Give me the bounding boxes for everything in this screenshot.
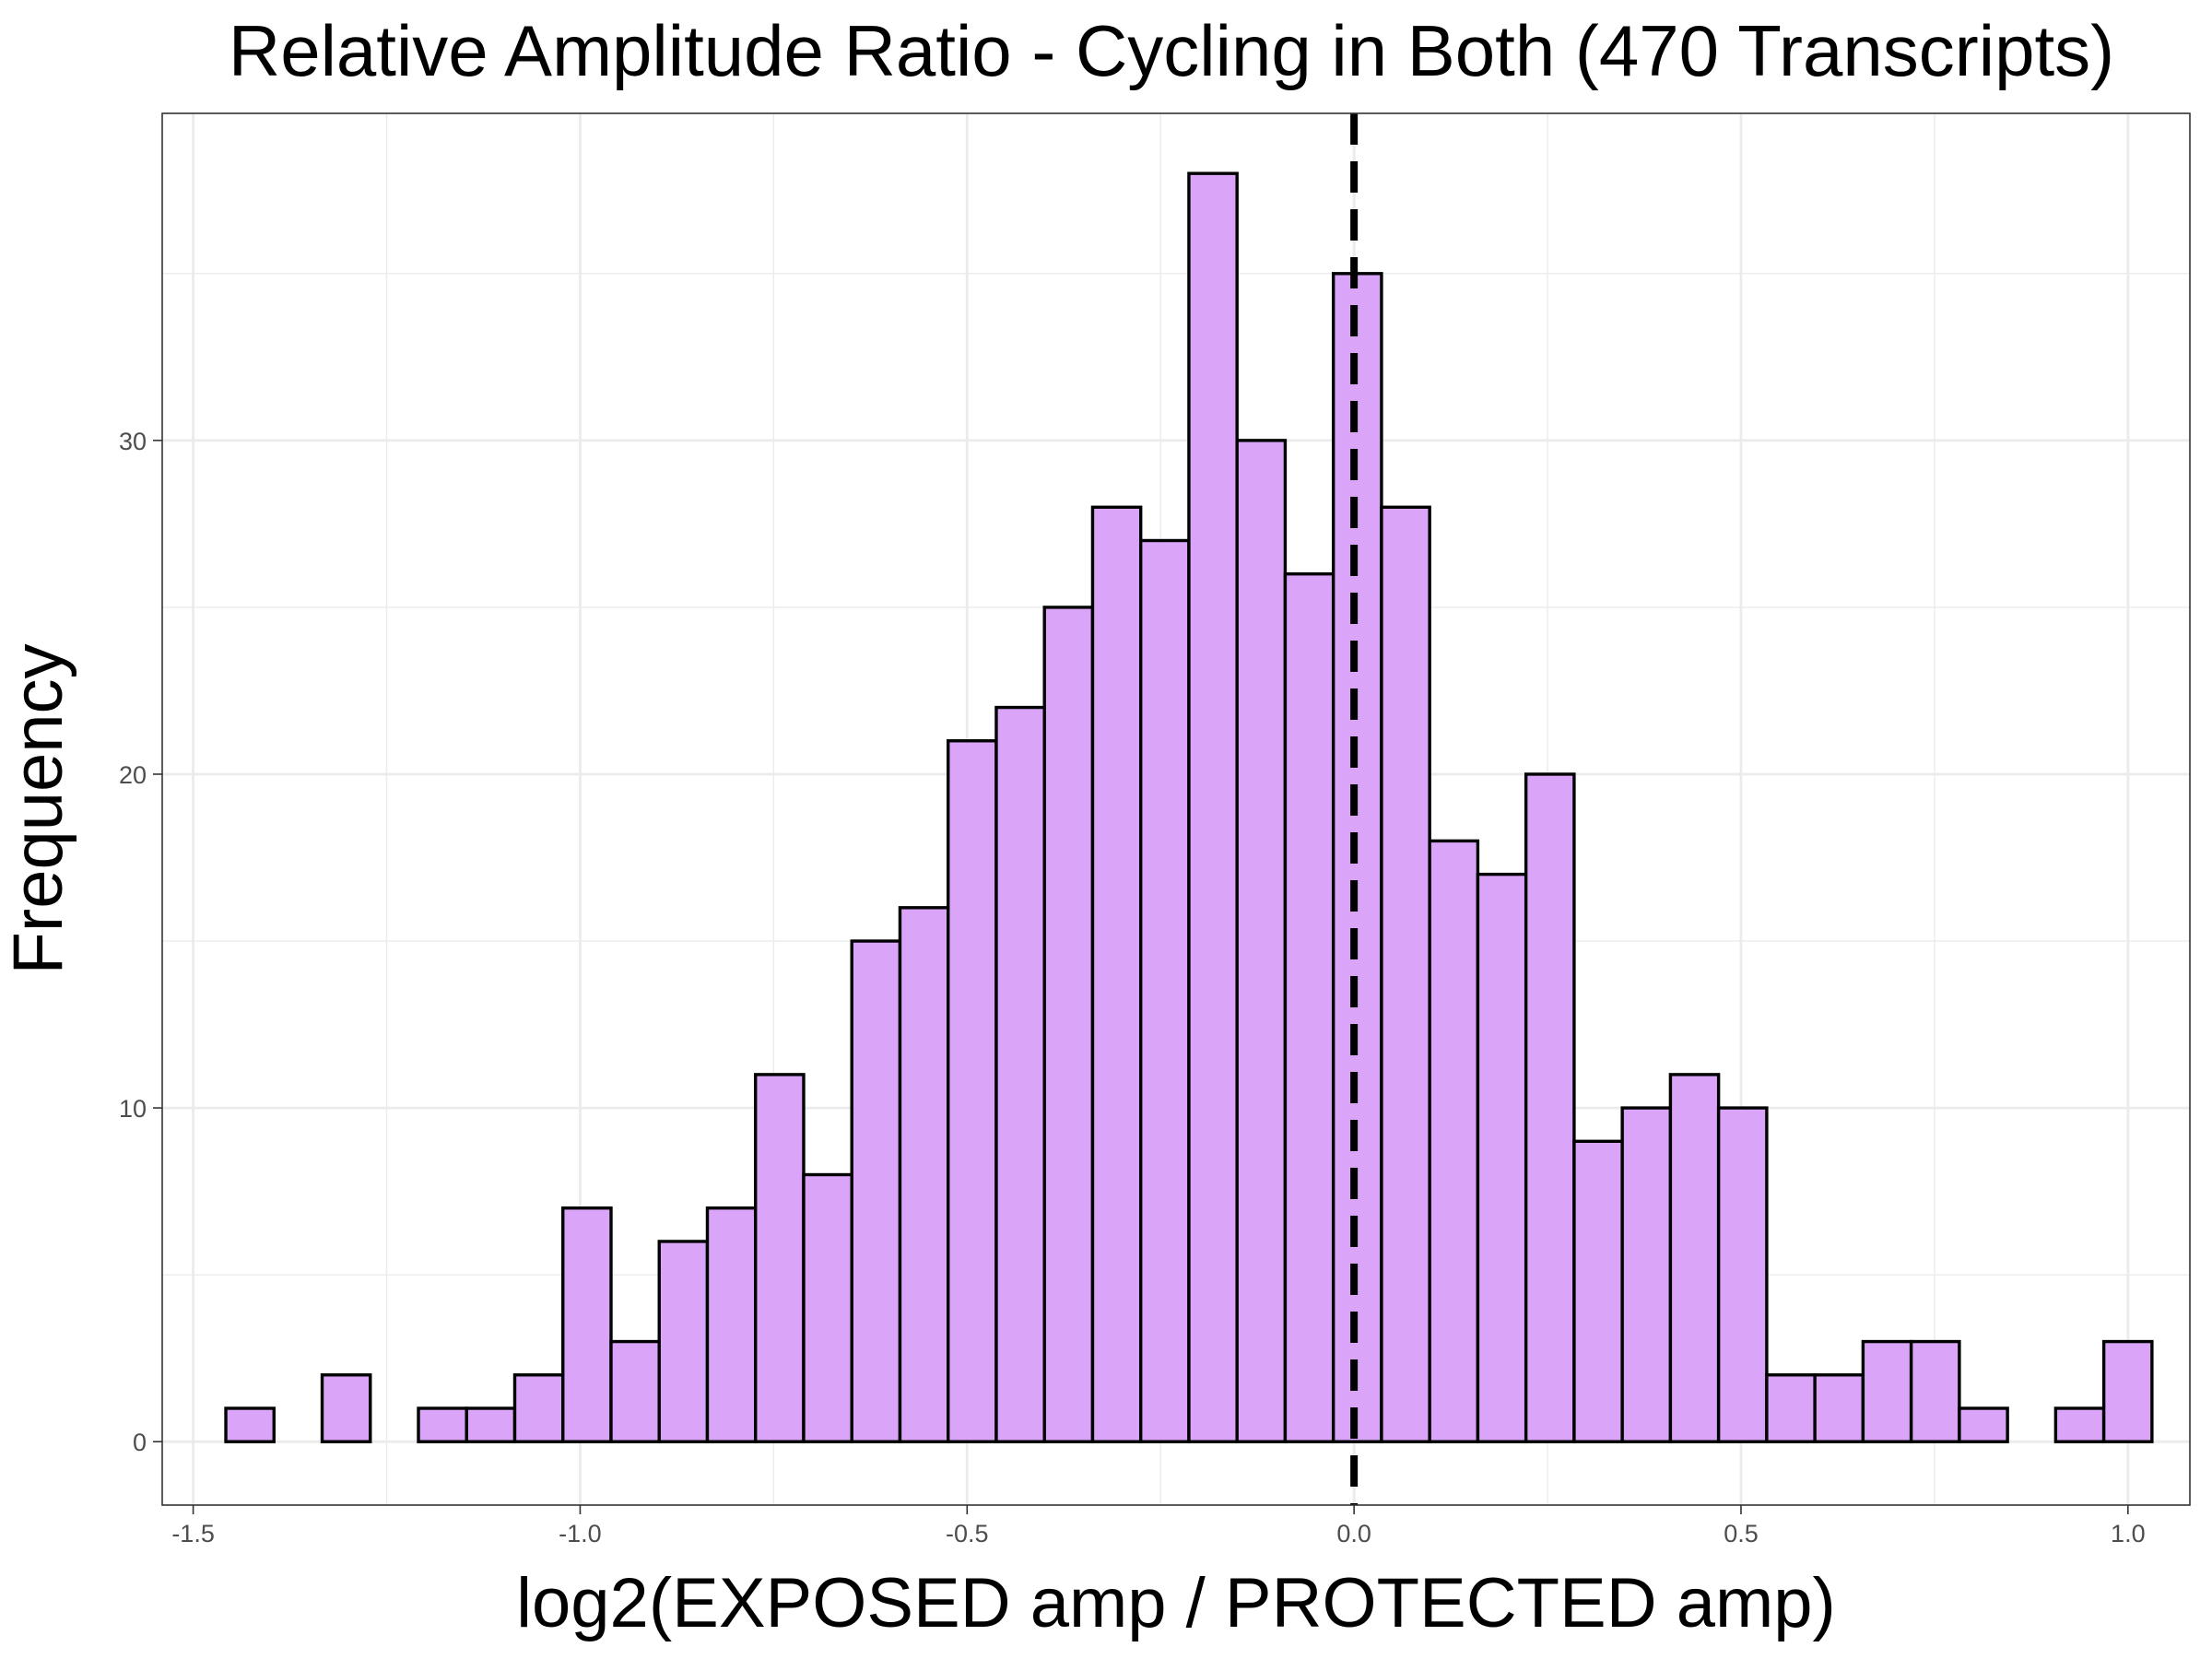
- histogram-bar: [1428, 839, 1480, 1443]
- y-tick-label: 10: [119, 1095, 147, 1123]
- x-tick-label: -1.0: [559, 1520, 602, 1547]
- histogram-bar: [1042, 606, 1095, 1443]
- x-axis: -1.5 -1.0 -0.5 0.0 0.5 1.0: [171, 1505, 2146, 1547]
- histogram-bar: [1668, 1073, 1721, 1443]
- histogram-bar: [465, 1406, 517, 1443]
- histogram-bar: [1090, 505, 1143, 1443]
- histogram-bar: [1283, 572, 1335, 1443]
- y-tick-label: 0: [133, 1429, 147, 1456]
- histogram-bar: [850, 939, 902, 1443]
- histogram-bar: [1716, 1106, 1769, 1443]
- histogram-bar: [417, 1406, 468, 1443]
- histogram-bars: [224, 171, 2154, 1443]
- histogram-bar: [1958, 1406, 2009, 1443]
- y-axis-title: Frequency: [0, 643, 77, 974]
- histogram-bar: [705, 1206, 758, 1443]
- histogram-bar: [320, 1373, 372, 1443]
- x-tick-label: -0.5: [946, 1520, 989, 1547]
- chart-title: Relative Amplitude Ratio - Cycling in Bo…: [229, 10, 2114, 91]
- histogram-bar: [2101, 1339, 2154, 1443]
- x-tick-label: 0.0: [1336, 1520, 1371, 1547]
- histogram-bar: [1813, 1373, 1865, 1443]
- histogram-bar: [1909, 1339, 1961, 1443]
- x-tick-label: -1.5: [171, 1520, 215, 1547]
- histogram-bar: [1138, 538, 1191, 1443]
- histogram-bar: [657, 1240, 710, 1443]
- histogram-bar: [1861, 1339, 1913, 1443]
- histogram-bar: [609, 1339, 661, 1443]
- histogram-bar: [1524, 772, 1576, 1443]
- histogram-bar: [1620, 1106, 1673, 1443]
- histogram-bar: [224, 1406, 276, 1443]
- x-axis-title: log2(EXPOSED amp / PROTECTED amp): [516, 1564, 1836, 1642]
- histogram-bar: [561, 1206, 613, 1443]
- histogram-bar: [1187, 171, 1239, 1443]
- histogram-bar: [994, 705, 1046, 1443]
- y-axis: 0 10 20 30: [119, 428, 162, 1456]
- histogram-bar: [898, 906, 950, 1443]
- plot-panel-border: [161, 112, 2191, 1506]
- histogram-bar: [1476, 872, 1528, 1443]
- histogram-bar: [1380, 505, 1431, 1443]
- histogram-bar: [1572, 1139, 1624, 1443]
- histogram-bar: [1235, 439, 1288, 1443]
- histogram-bar: [754, 1073, 806, 1443]
- y-tick-label: 20: [119, 761, 147, 789]
- histogram-bar: [947, 739, 998, 1443]
- y-tick-label: 30: [119, 428, 147, 455]
- x-tick-label: 1.0: [2111, 1520, 2146, 1547]
- histogram-bar: [2053, 1406, 2106, 1443]
- histogram-bar: [1765, 1373, 1817, 1443]
- histogram-bar: [512, 1373, 565, 1443]
- histogram-bar: [802, 1172, 853, 1443]
- x-tick-label: 0.5: [1724, 1520, 1759, 1547]
